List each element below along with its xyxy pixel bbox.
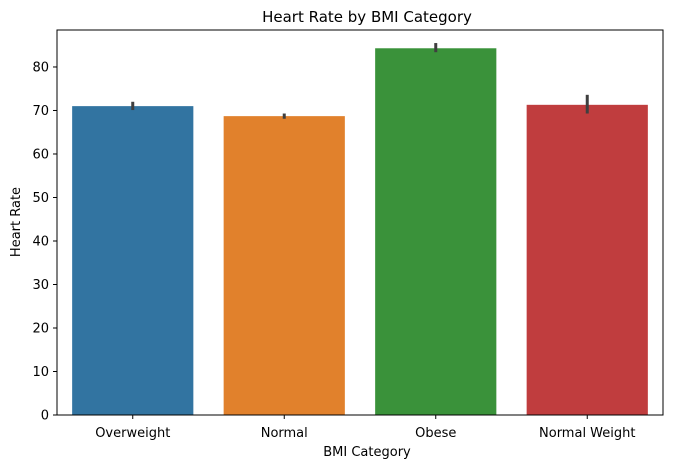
y-tick-label: 60 (32, 147, 49, 162)
y-tick-label: 40 (32, 234, 49, 249)
y-axis-label: Heart Rate (9, 187, 24, 257)
y-tick-label: 70 (32, 104, 49, 119)
x-tick-label: Obese (415, 426, 456, 441)
bar-normal (223, 116, 345, 415)
x-axis-label: BMI Category (323, 445, 411, 460)
x-tick-label: Overweight (95, 426, 170, 441)
plot-frame (56, 29, 664, 416)
bar-obese (375, 48, 497, 416)
x-tick-label: Normal (261, 426, 308, 441)
x-tick-label: Normal Weight (539, 426, 635, 441)
y-tick-label: 50 (32, 191, 49, 206)
y-tick-label: 10 (32, 365, 49, 380)
chart-title: Heart Rate by BMI Category (262, 8, 472, 26)
y-tick-label: 80 (32, 60, 49, 75)
bar-normal-weight (526, 104, 648, 415)
y-tick-label: 0 (41, 409, 49, 424)
bar-overweight (72, 106, 194, 415)
y-tick-label: 20 (32, 321, 49, 336)
y-tick-label: 30 (32, 278, 49, 293)
